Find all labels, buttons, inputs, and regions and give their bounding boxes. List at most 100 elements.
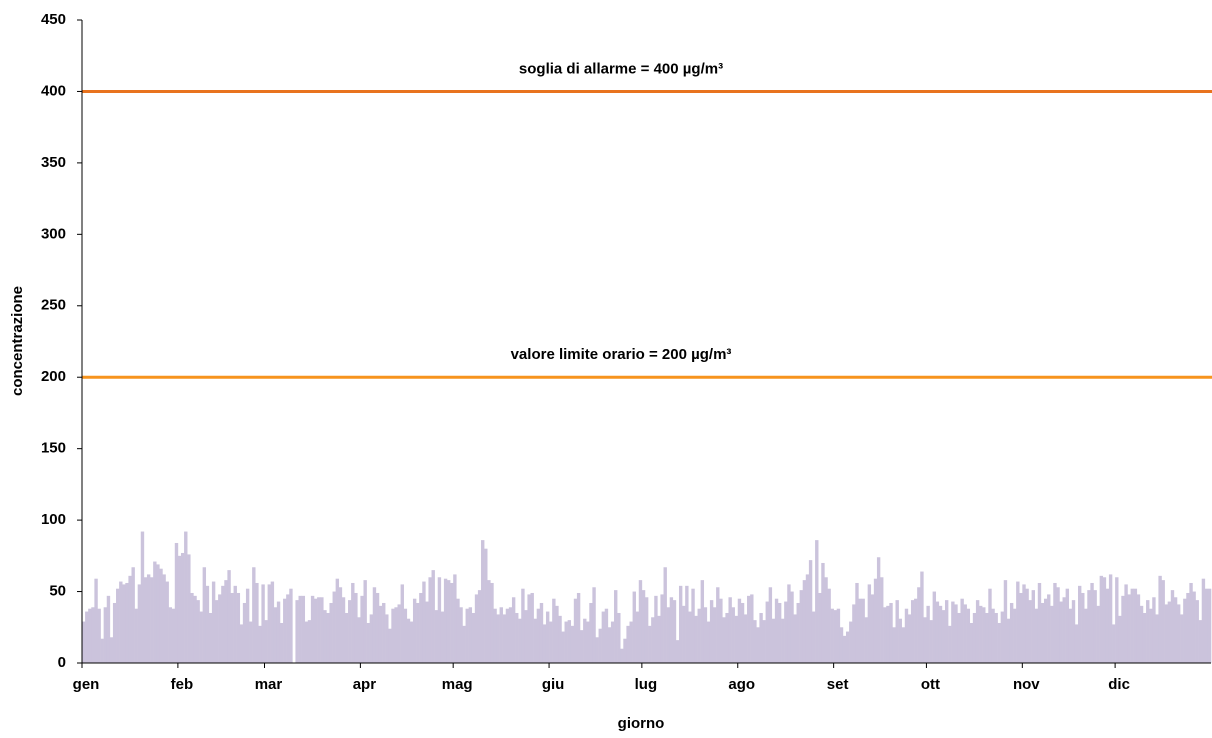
bar xyxy=(948,625,952,663)
bar xyxy=(861,598,865,663)
bar xyxy=(932,591,937,663)
bar xyxy=(808,560,813,663)
bar xyxy=(762,620,766,663)
bar xyxy=(391,608,395,663)
bar xyxy=(960,598,964,663)
x-tick-label: nov xyxy=(1013,676,1040,693)
bar xyxy=(979,605,983,663)
bar xyxy=(521,588,525,663)
bar xyxy=(895,600,899,663)
bar xyxy=(187,554,191,663)
bar xyxy=(360,595,364,663)
bar xyxy=(317,597,321,663)
bar xyxy=(914,598,918,663)
bar xyxy=(196,600,200,663)
bar xyxy=(428,577,432,663)
bar xyxy=(700,580,705,663)
bar xyxy=(91,607,95,663)
bar xyxy=(431,570,435,663)
bar xyxy=(833,610,838,663)
y-tick-label: 50 xyxy=(49,583,66,600)
bar xyxy=(273,607,278,663)
bar xyxy=(867,584,872,663)
bar xyxy=(651,617,655,663)
bar xyxy=(663,567,667,663)
bar xyxy=(1062,597,1066,663)
bar xyxy=(1022,584,1026,663)
bar xyxy=(85,611,89,663)
bar xyxy=(1149,608,1153,663)
bar xyxy=(283,598,287,663)
bar xyxy=(484,548,488,663)
bar xyxy=(481,540,485,663)
bar xyxy=(941,610,946,663)
bar xyxy=(607,627,612,663)
bar xyxy=(682,605,686,663)
bar xyxy=(972,612,977,663)
bar xyxy=(134,608,138,663)
bar xyxy=(648,625,652,663)
bar xyxy=(586,621,590,663)
bar xyxy=(558,615,562,663)
bar xyxy=(873,578,878,663)
bar xyxy=(827,588,831,663)
bar xyxy=(1173,597,1178,663)
bar xyxy=(678,585,683,663)
bar xyxy=(734,615,739,663)
bar xyxy=(709,600,714,663)
bar xyxy=(1037,582,1042,663)
bar xyxy=(171,608,176,663)
bar xyxy=(1093,590,1097,663)
bar xyxy=(1074,624,1079,663)
x-tick-label: ago xyxy=(728,676,755,693)
bar xyxy=(997,622,1001,663)
bar xyxy=(100,638,104,663)
bar xyxy=(1183,598,1187,663)
bar xyxy=(276,601,281,663)
bar xyxy=(530,592,534,663)
bar xyxy=(267,584,271,663)
bar xyxy=(190,592,194,663)
bar xyxy=(456,598,460,663)
bar xyxy=(1192,591,1196,663)
bar xyxy=(1031,590,1035,663)
bar xyxy=(685,585,689,663)
bar xyxy=(926,605,930,663)
y-tick-label: 150 xyxy=(41,440,66,457)
bar xyxy=(1081,592,1085,663)
bar xyxy=(357,617,361,663)
y-tick-label: 100 xyxy=(41,511,66,528)
bar xyxy=(864,617,868,663)
bar xyxy=(855,582,859,663)
bar xyxy=(221,585,225,663)
x-tick-label: dic xyxy=(1108,676,1130,693)
bar xyxy=(150,577,154,663)
bar xyxy=(242,602,247,663)
bar xyxy=(889,602,893,663)
bar xyxy=(994,612,998,663)
bar xyxy=(610,621,615,663)
bar xyxy=(784,601,788,663)
bar xyxy=(793,614,797,663)
bar xyxy=(573,598,578,663)
bar xyxy=(143,577,148,663)
bar xyxy=(988,588,992,663)
x-tick-label: apr xyxy=(353,676,377,693)
bar xyxy=(777,602,782,663)
bar xyxy=(82,621,86,663)
bar xyxy=(1006,618,1011,663)
bar xyxy=(846,631,850,663)
bar xyxy=(688,611,692,663)
bar xyxy=(1189,582,1193,663)
bar xyxy=(211,581,216,663)
bar xyxy=(1164,604,1168,663)
bar xyxy=(1121,595,1125,663)
bar xyxy=(354,592,358,663)
bar xyxy=(1186,592,1190,663)
bar xyxy=(1096,605,1100,663)
bar xyxy=(787,584,791,663)
bar xyxy=(1013,608,1017,663)
bar xyxy=(638,580,643,663)
bar xyxy=(1056,587,1060,663)
x-tick-label: lug xyxy=(635,676,658,693)
